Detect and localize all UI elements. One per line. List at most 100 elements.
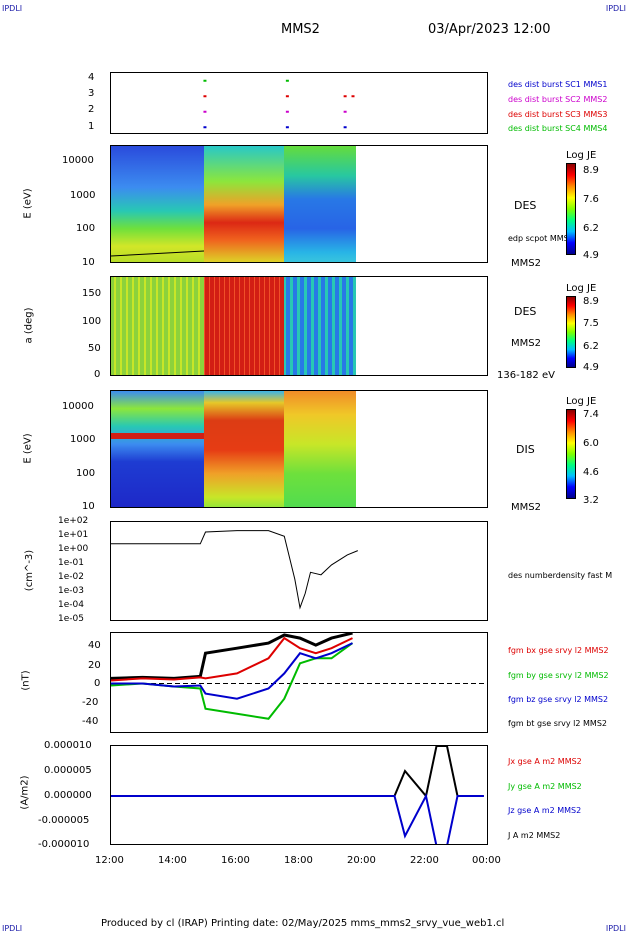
burst-mark [343,95,347,98]
dis-energy-side-label: DIS [516,443,535,456]
des-pitch-segment-1 [111,277,204,375]
dis-energy-panel [110,390,488,508]
burst-ytick-1: 1 [88,121,95,132]
bfield-ytick-m40: -40 [82,716,99,727]
burst-mark [203,110,207,113]
footer-text: Produced by cl (IRAP) Printing date: 02/… [101,918,505,929]
burst-panel [110,72,488,134]
des-pitch-side-sc: MMS2 [511,338,541,349]
current-legend-jx: Jx gse A m2 MMS2 [508,757,582,766]
dis-energy-cbar-tick-4: 3.2 [583,495,599,506]
bfield-ytick-0: 0 [94,678,101,689]
current-legend-jz: Jz gse A m2 MMS2 [508,806,582,815]
bfield-line-bx [111,636,353,682]
dis-energy-ylabel: E (eV) [22,433,34,464]
des-pitch-cbar-title: Log JE [566,283,597,294]
des-pitch-ytick-150: 150 [82,288,102,299]
dis-energy-ytick-100: 100 [76,468,96,479]
density-ytick-2: 1e+01 [58,530,89,540]
des-energy-side-sub: edp scpot MMS2 [508,234,574,243]
density-ytick-1: 1e+02 [58,516,89,526]
burst-legend-sc4: des dist burst SC4 MMS4 [508,124,608,133]
des-energy-spectrogram [111,146,356,262]
bfield-legend-by: fgm by gse srvy l2 MMS2 [508,671,609,680]
current-legend-j: J A m2 MMS2 [508,831,561,840]
density-line [111,530,358,610]
burst-mark [343,126,347,129]
density-ylabel: (cm^-3) [24,549,35,592]
des-energy-cbar-title: Log JE [566,150,597,161]
des-energy-ytick-10000: 10000 [62,155,94,166]
dis-energy-segment-1 [111,391,204,507]
spacecraft-title: MMS2 [281,22,320,37]
des-energy-cbar-tick-3: 6.2 [583,223,599,234]
xtick-5: 20:00 [347,855,376,866]
des-energy-side-sc: MMS2 [511,258,541,269]
bfield-ytick-m20: -20 [82,697,99,708]
des-energy-ytick-10: 10 [82,257,95,268]
des-pitch-panel [110,276,488,376]
des-pitch-ylabel: a (deg) [23,307,35,344]
density-ytick-5: 1e-02 [58,572,84,582]
current-plot [111,746,484,844]
burst-legend-sc3: des dist burst SC3 MMS3 [508,110,608,119]
des-energy-ytick-1000: 1000 [70,190,96,201]
burst-mark [203,126,207,129]
des-pitch-cbar-tick-3: 6.2 [583,341,599,352]
burst-ytick-2: 2 [88,104,95,115]
des-pitch-cbar-tick-2: 7.5 [583,318,599,329]
current-ytick-5: -0.000010 [38,839,90,850]
bfield-ytick-40: 40 [88,640,101,651]
current-legend-jy: Jy gse A m2 MMS2 [508,782,582,791]
des-energy-side-label: DES [514,199,537,212]
des-energy-cbar-tick-1: 8.9 [583,165,599,176]
density-ytick-3: 1e+00 [58,544,89,554]
burst-mark [285,110,289,113]
xtick-4: 18:00 [284,855,313,866]
bfield-legend-bz: fgm bz gse srvy l2 MMS2 [508,695,609,704]
burst-mark [351,95,355,98]
burst-mark [285,126,289,129]
datetime-title: 03/Apr/2023 12:00 [428,22,551,37]
xtick-3: 16:00 [221,855,250,866]
dis-energy-spectrogram [111,391,356,507]
burst-plot [203,79,355,129]
dis-energy-side-sc: MMS2 [511,502,541,513]
des-energy-segment-1 [111,146,204,262]
des-energy-colorbar [566,163,576,255]
density-ytick-8: 1e-05 [58,614,84,624]
dis-energy-cbar-tick-3: 4.6 [583,467,599,478]
des-energy-segment-2 [204,146,284,262]
bfield-line-bz [111,642,353,700]
des-pitch-ytick-0: 0 [94,369,101,380]
des-pitch-cbar-tick-1: 8.9 [583,296,599,307]
current-line-j [111,746,484,799]
dis-energy-red-band [111,433,204,439]
corner-mark-top-right: IPDLI [605,4,626,13]
des-pitch-cbar-tick-4: 4.9 [583,362,599,373]
density-ytick-6: 1e-03 [58,586,84,596]
des-pitch-segment-3 [284,277,356,375]
current-line-jz [111,793,484,844]
des-pitch-side-range: 136-182 eV [497,370,555,381]
bfield-ylabel: (nT) [20,670,32,691]
density-side-label: des numberdensity fast M [508,571,613,580]
dis-energy-cbar-title: Log JE [566,396,597,407]
current-ytick-1: 0.000010 [44,740,92,751]
des-pitch-segment-2 [204,277,284,375]
corner-mark-bottom-left: IPDLI [2,924,23,933]
dis-energy-ytick-10000: 10000 [62,401,94,412]
burst-mark [203,79,207,82]
bfield-line-bt [111,633,353,680]
density-panel [110,521,488,621]
bfield-panel [110,632,488,733]
burst-legend-sc2: des dist burst SC2 MMS2 [508,95,608,104]
dis-energy-segment-2 [204,391,284,507]
burst-legend-sc1: des dist burst SC1 MMS1 [508,80,608,89]
bfield-legend-bt: fgm bt gse srvy l2 MMS2 [508,719,607,728]
des-pitch-ytick-100: 100 [82,316,102,327]
bfield-line-by [111,642,354,720]
current-panel [110,745,488,845]
corner-mark-top-left: IPDLI [2,4,23,13]
corner-mark-bottom-right: IPDLI [605,924,626,933]
